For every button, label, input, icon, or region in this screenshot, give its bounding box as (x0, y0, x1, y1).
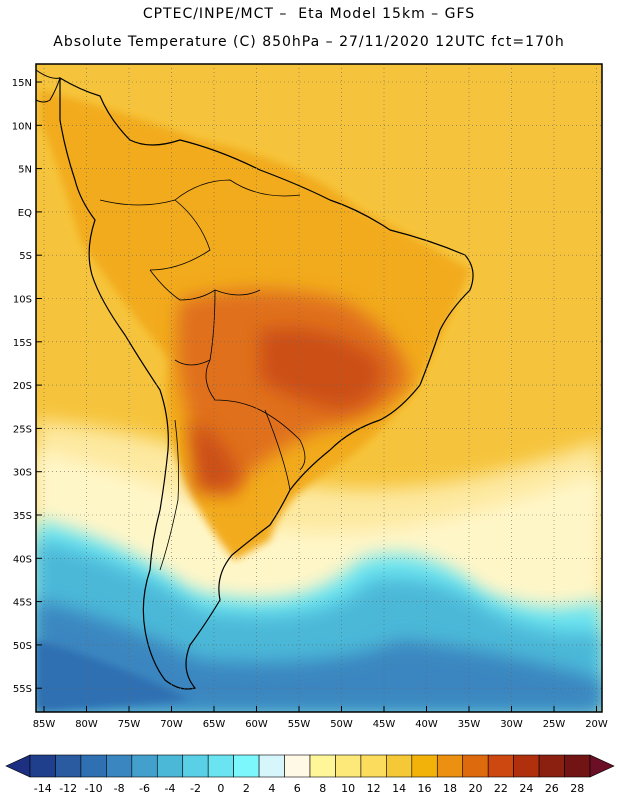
lat-label: 15N (12, 78, 32, 89)
longitude-ticks: 85W 80W 75W 70W 65W 60W 55W 50W 45W 40W 35W 30W 25W 2… (33, 706, 608, 730)
lon-label: 75W (118, 719, 141, 730)
colorbar-label: 10 (341, 782, 355, 795)
colorbar-swatch (233, 754, 260, 778)
colorbar-swatch (335, 754, 362, 778)
lon-label: 20W (585, 719, 608, 730)
colorbar-swatch (411, 754, 438, 778)
lon-label: 50W (330, 719, 353, 730)
field-hotter-core (260, 328, 382, 410)
colorbar-swatch (156, 754, 184, 778)
colorbar-label: -12 (59, 782, 77, 795)
lat-label: EQ (18, 208, 32, 219)
colorbar-label: 26 (545, 782, 559, 795)
colorbar-label: -14 (34, 782, 52, 795)
colorbar: -14 -12 -10 -8 -6 -4 -2 0 2 4 6 8 10 12 14 16 18 20 22 24 26… (5, 754, 615, 795)
lon-label: 65W (203, 719, 226, 730)
lat-label: 45S (13, 598, 32, 609)
lon-label: 55W (288, 719, 311, 730)
colorbar-label: 28 (570, 782, 584, 795)
country-borders (99, 179, 306, 571)
colorbar-swatch (284, 754, 311, 778)
lat-label: 55S (13, 684, 32, 695)
map-title-line-2: Absolute Temperature (C) 850hPa – 27/11/… (53, 34, 565, 50)
colorbar-label: -4 (165, 782, 176, 795)
lon-label: 40W (415, 719, 438, 730)
lon-label: 25W (543, 719, 566, 730)
colorbar-label: 24 (519, 782, 533, 795)
colorbar-label: 6 (294, 782, 301, 795)
colorbar-right-arrow (589, 754, 615, 778)
lon-label: 45W (373, 719, 396, 730)
colorbar-swatch (386, 754, 413, 778)
latitude-ticks: 15N 10N 5N EQ 5S 10S 15S 20S 25S 30S 35S 40S 45S 50S 5… (12, 78, 42, 695)
graticule (36, 64, 602, 712)
field-deep-blue-band (36, 600, 602, 712)
lat-label: 10S (13, 295, 32, 306)
colorbar-swatch (29, 754, 56, 778)
field-hotter-core-2 (190, 420, 240, 494)
colorbar-label: 8 (319, 782, 326, 795)
colorbar-swatch (131, 754, 158, 778)
colorbar-swatch (513, 754, 540, 778)
plot-border (35, 63, 603, 713)
colorbar-label: 16 (418, 782, 432, 795)
lon-label: 30W (500, 719, 523, 730)
colorbar-label: -6 (139, 782, 150, 795)
colorbar-swatch (55, 754, 82, 778)
lat-label: 20S (13, 381, 32, 392)
colorbar-label: -2 (190, 782, 201, 795)
colorbar-label: 4 (268, 782, 275, 795)
lon-label: 85W (33, 719, 56, 730)
colorbar-swatch (80, 754, 107, 778)
colorbar-swatch (258, 754, 285, 778)
colorbar-label: 18 (443, 782, 457, 795)
field-deepest-band (36, 640, 190, 712)
colorbar-left-arrow (5, 754, 31, 778)
colorbar-label: 14 (392, 782, 406, 795)
colorbar-label: -8 (114, 782, 125, 795)
lon-label: 60W (245, 719, 268, 730)
colorbar-label: 12 (367, 782, 381, 795)
lat-label: 15S (13, 338, 32, 349)
colorbar-label: 22 (494, 782, 508, 795)
colorbar-label: -10 (85, 782, 103, 795)
lon-label: 35W (458, 719, 481, 730)
temperature-field (36, 64, 602, 712)
colorbar-swatch (462, 754, 489, 778)
lat-label: 5S (19, 251, 32, 262)
colorbar-swatch (487, 754, 514, 778)
colorbar-swatch (106, 754, 133, 778)
colorbar-label: 20 (468, 782, 482, 795)
colorbar-swatch (207, 754, 234, 778)
lat-label: 10N (12, 121, 32, 132)
map-title-line-1: CPTEC/INPE/MCT – Eta Model 15km – GFS (142, 6, 476, 22)
lat-label: 40S (13, 554, 32, 565)
colorbar-swatch (436, 754, 464, 778)
coastline (59, 76, 474, 690)
colorbar-swatch (538, 754, 565, 778)
colorbar-swatch (182, 754, 209, 778)
lat-label: 25S (13, 424, 32, 435)
central-america-coast (35, 69, 61, 103)
colorbar-swatch (360, 754, 387, 778)
colorbar-label: 0 (217, 782, 224, 795)
lat-label: 50S (13, 641, 32, 652)
lat-label: 30S (13, 468, 32, 479)
colorbar-swatch (564, 754, 591, 778)
colorbar-label: 2 (243, 782, 250, 795)
colorbar-swatch (309, 754, 336, 778)
lon-label: 80W (75, 719, 98, 730)
lat-label: 5N (18, 165, 32, 176)
lon-label: 70W (160, 719, 183, 730)
lat-label: 35S (13, 511, 32, 522)
